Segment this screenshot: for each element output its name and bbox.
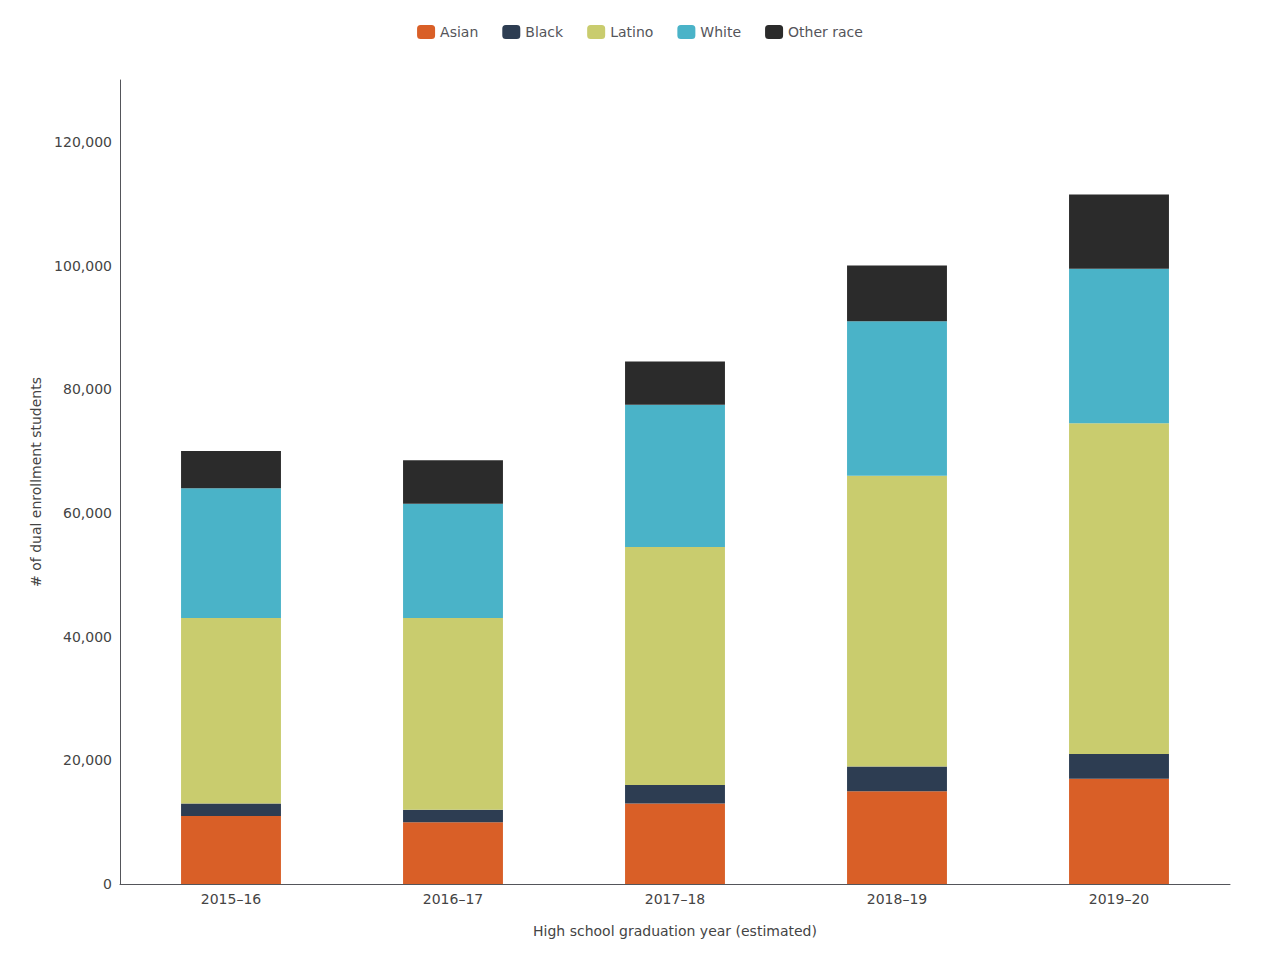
svg-text:60,000: 60,000: [63, 505, 112, 521]
svg-text:Other race: Other race: [788, 24, 863, 40]
svg-text:100,000: 100,000: [54, 258, 112, 274]
svg-text:White: White: [700, 24, 741, 40]
svg-text:80,000: 80,000: [63, 381, 112, 397]
svg-text:40,000: 40,000: [63, 629, 112, 645]
svg-text:2017–18: 2017–18: [645, 891, 705, 907]
svg-text:2019–20: 2019–20: [1089, 891, 1149, 907]
svg-text:2018–19: 2018–19: [867, 891, 927, 907]
svg-text:2016–17: 2016–17: [423, 891, 483, 907]
svg-text:20,000: 20,000: [63, 752, 112, 768]
svg-text:Black: Black: [525, 24, 564, 40]
svg-text:2015–16: 2015–16: [201, 891, 262, 907]
svg-text:120,000: 120,000: [54, 134, 112, 150]
svg-text:0: 0: [103, 876, 112, 892]
svg-text:Asian: Asian: [440, 24, 478, 40]
svg-text:# of dual enrollment students: # of dual enrollment students: [28, 377, 44, 587]
svg-text:High school graduation year (e: High school graduation year (estimated): [533, 923, 817, 939]
svg-text:Latino: Latino: [610, 24, 653, 40]
